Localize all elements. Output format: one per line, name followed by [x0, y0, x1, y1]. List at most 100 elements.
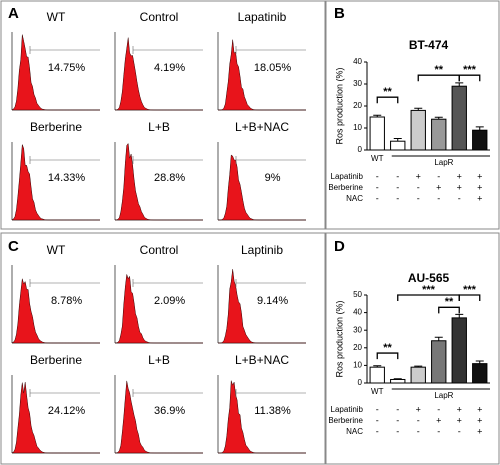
error-bar — [393, 138, 402, 142]
treatment-sign: + — [416, 171, 421, 181]
percent: 36.9% — [154, 405, 185, 417]
treatment-sign: - — [396, 193, 399, 203]
bar — [390, 140, 406, 151]
treatment-sign: - — [437, 171, 440, 181]
treatment-sign: - — [458, 193, 461, 203]
sig-bracket — [376, 96, 399, 104]
group-label: WT — [371, 154, 384, 163]
chart-title: AU-565 — [408, 271, 450, 285]
histogram — [114, 37, 203, 111]
treatment-sign: + — [477, 182, 482, 192]
treatment-label: Lapatinib — [331, 405, 364, 414]
treatment-label: NAC — [346, 194, 363, 203]
y-tick-label: 50 — [353, 290, 362, 299]
treatment-sign: - — [417, 182, 420, 192]
y-tick-label: 20 — [353, 101, 362, 110]
treatment-sign: - — [396, 404, 399, 414]
bar — [472, 129, 488, 151]
treatment-sign: + — [457, 171, 462, 181]
error-bar — [373, 114, 382, 117]
error-bar — [414, 107, 423, 111]
y-tick-label: 10 — [353, 361, 362, 370]
sig-label: *** — [422, 284, 436, 296]
treatment-sign: - — [396, 171, 399, 181]
error-bar — [475, 360, 484, 364]
treatment-sign: + — [416, 404, 421, 414]
y-tick-label: 20 — [353, 343, 362, 352]
sample-name: Lapatinib — [238, 10, 287, 24]
error-bar — [414, 365, 423, 368]
treatment-sign: + — [436, 182, 441, 192]
sig-bracket — [438, 306, 460, 314]
percent: 14.75% — [48, 62, 86, 74]
error-bar — [434, 116, 443, 120]
treatment-sign: - — [437, 193, 440, 203]
percent: 2.09% — [154, 295, 185, 307]
treatment-sign: + — [477, 415, 482, 425]
error-bar — [475, 126, 484, 131]
treatment-label: Berberine — [328, 183, 363, 192]
sig-bracket — [458, 74, 481, 82]
bar — [410, 366, 426, 384]
treatment-sign: - — [396, 415, 399, 425]
treatment-sign: + — [457, 404, 462, 414]
treatment-sign: + — [457, 182, 462, 192]
histogram — [217, 154, 306, 221]
histogram — [11, 144, 100, 221]
treatment-sign: - — [417, 193, 420, 203]
treatment-label: NAC — [346, 427, 363, 436]
percent: 14.33% — [48, 172, 86, 184]
treatment-sign: - — [396, 426, 399, 436]
treatment-sign: + — [477, 171, 482, 181]
treatment-sign: - — [396, 182, 399, 192]
percent: 4.19% — [154, 62, 185, 74]
histogram — [217, 380, 306, 454]
treatment-sign: - — [376, 404, 379, 414]
sample-name: Berberine — [30, 353, 82, 367]
histogram — [217, 269, 306, 344]
treatment-label: Berberine — [328, 416, 363, 425]
treatment-sign: - — [376, 415, 379, 425]
histogram — [114, 142, 203, 221]
y-tick-label: 10 — [353, 123, 362, 132]
sample-name: L+B+NAC — [235, 353, 289, 367]
sig-label: *** — [463, 64, 477, 76]
error-bar — [434, 336, 443, 341]
percent: 9% — [265, 172, 281, 184]
sig-label: ** — [383, 86, 392, 98]
sample-name: Berberine — [30, 120, 82, 134]
sig-label: ** — [445, 296, 454, 308]
histogram — [114, 380, 203, 454]
treatment-sign: - — [376, 182, 379, 192]
panel-frame — [0, 232, 326, 465]
treatment-sign: + — [457, 415, 462, 425]
y-tick-label: 0 — [358, 378, 363, 387]
histogram — [11, 382, 100, 454]
group-label: LapR — [434, 158, 453, 167]
treatment-sign: - — [417, 426, 420, 436]
percent: 18.05% — [254, 62, 292, 74]
sample-name: L+B — [148, 120, 170, 134]
chart-title: BT-474 — [409, 38, 449, 52]
treatment-sign: + — [477, 426, 482, 436]
panel-letter: A — [8, 5, 19, 22]
y-tick-label: 0 — [358, 145, 363, 154]
sample-name: L+B+NAC — [235, 120, 289, 134]
error-bar — [393, 378, 402, 380]
treatment-sign: - — [376, 426, 379, 436]
treatment-sign: - — [458, 426, 461, 436]
error-bar — [455, 313, 464, 318]
sig-bracket — [458, 294, 481, 301]
y-tick-label: 30 — [353, 79, 362, 88]
bar — [451, 317, 467, 384]
panel-letter: D — [334, 238, 345, 255]
panel-frame — [325, 0, 500, 230]
error-bar — [373, 365, 382, 368]
treatment-sign: + — [477, 193, 482, 203]
panel-letter: C — [8, 238, 19, 255]
y-axis-label: Ros production (%) — [334, 300, 344, 377]
percent: 8.78% — [51, 295, 82, 307]
sig-bracket — [376, 352, 399, 360]
treatment-sign: - — [376, 171, 379, 181]
